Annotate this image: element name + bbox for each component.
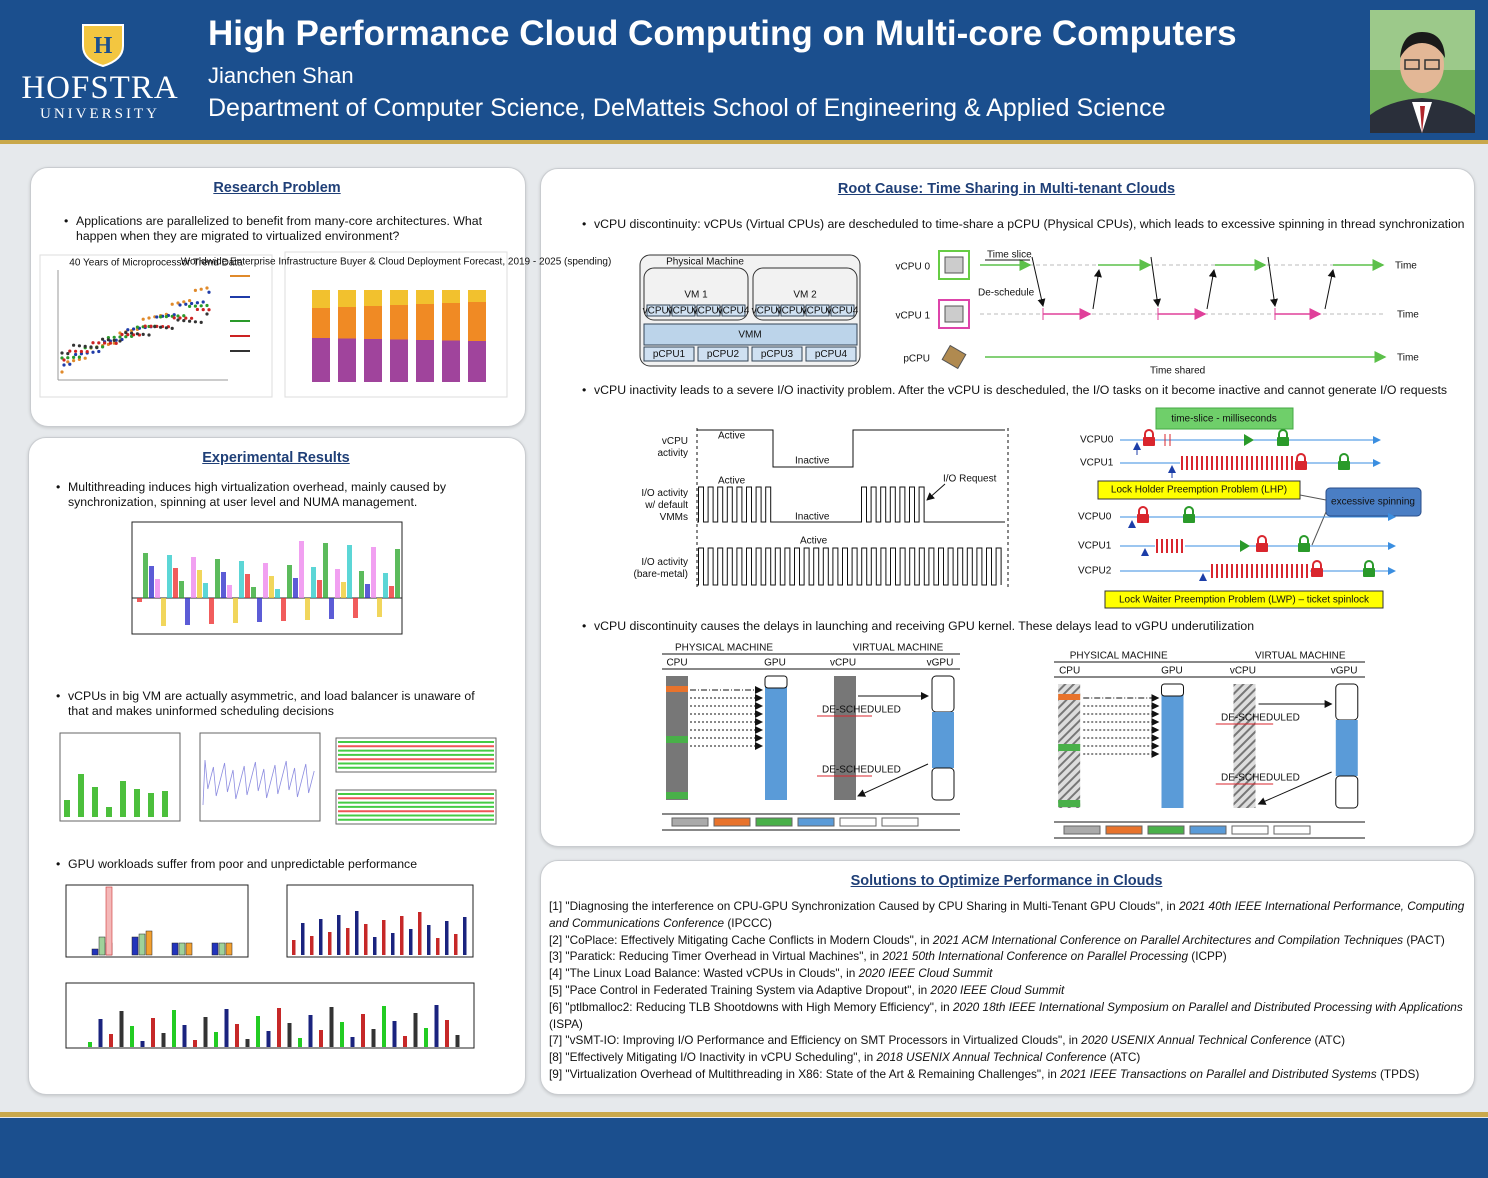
root-cause-panel (540, 168, 1475, 847)
bullet: Multithreading induces high virtualizati… (52, 480, 488, 510)
logo-name: HOFSTRA (21, 70, 179, 106)
reference-text: "Paratick: Reducing Timer Overhead in Vi… (565, 949, 880, 964)
reference-id: [4] (549, 966, 563, 981)
reference-list: [1] "Diagnosing the interference on CPU-… (549, 898, 1471, 1083)
reference-text: "Effectively Mitigating I/O Inactivity i… (565, 1050, 874, 1065)
reference: [3] "Paratick: Reducing Timer Overhead i… (549, 948, 1471, 965)
reference-abbr: (ICPP) (1191, 949, 1227, 964)
reference: [4] "The Linux Load Balance: Wasted vCPU… (549, 965, 1471, 982)
portrait (1370, 10, 1475, 133)
bullet: vCPUs in big VM are actually asymmetric,… (52, 689, 498, 719)
footer-band (0, 1118, 1488, 1178)
research-problem-panel (30, 167, 526, 427)
reference-text: "CoPlace: Effectively Mitigating Cache C… (565, 932, 930, 947)
reference-venue: 2021 40th IEEE International Performance… (549, 899, 1465, 930)
reference-venue: 2020 IEEE Cloud Summit (858, 966, 993, 981)
section-title: Solutions to Optimize Performance in Clo… (850, 873, 1163, 889)
reference-id: [7] (549, 1033, 563, 1048)
logo-sub: UNIVERSITY (40, 106, 160, 122)
reference: [6] "ptlbmalloc2: Reducing TLB Shootdown… (549, 999, 1471, 1033)
reference-id: [6] (549, 999, 563, 1014)
solutions-panel (540, 860, 1475, 1095)
reference: [5] "Pace Control in Federated Training … (549, 982, 1471, 999)
reference-text: "Virtualization Overhead of Multithreadi… (565, 1066, 1057, 1081)
department: Department of Computer Science, DeMattei… (208, 94, 1166, 122)
experimental-results-panel (28, 437, 526, 1095)
reference: [8] "Effectively Mitigating I/O Inactivi… (549, 1049, 1471, 1066)
reference-text: "Pace Control in Federated Training Syst… (565, 982, 928, 997)
bullet: vCPU discontinuity: vCPUs (Virtual CPUs)… (578, 217, 1484, 232)
reference-abbr: (ISPA) (549, 1016, 583, 1031)
header-rule (0, 140, 1488, 144)
reference: [9] "Virtualization Overhead of Multithr… (549, 1066, 1471, 1083)
header-band (0, 0, 1488, 140)
footer-rule (0, 1112, 1488, 1117)
reference-id: [1] (549, 899, 563, 913)
section-title: Experimental Results (202, 450, 350, 466)
reference-venue: 2018 USENIX Annual Technical Conference (876, 1050, 1107, 1065)
reference-venue: 2021 ACM International Conference on Par… (932, 932, 1404, 947)
svg-text:H: H (94, 33, 113, 59)
reference-venue: 2020 18th IEEE International Symposium o… (953, 999, 1463, 1014)
reference-text: "Diagnosing the interference on CPU-GPU … (565, 899, 1176, 913)
reference: [7] "vSMT-IO: Improving I/O Performance … (549, 1032, 1471, 1049)
reference-text: "ptlbmalloc2: Reducing TLB Shootdowns wi… (565, 999, 950, 1014)
logo-shield: H (82, 24, 124, 68)
reference-text: "vSMT-IO: Improving I/O Performance and … (565, 1033, 1078, 1048)
reference-id: [3] (549, 949, 563, 964)
reference: [1] "Diagnosing the interference on CPU-… (549, 898, 1471, 932)
poster-title: High Performance Cloud Computing on Mult… (208, 14, 1237, 53)
reference-venue: 2020 USENIX Annual Technical Conference (1081, 1033, 1312, 1048)
reference-venue: 2021 IEEE Transactions on Parallel and D… (1060, 1066, 1377, 1081)
section-title: Root Cause: Time Sharing in Multi-tenant… (837, 181, 1176, 197)
bullet: vCPU discontinuity causes the delays in … (578, 619, 1484, 634)
reference-id: [8] (549, 1050, 563, 1065)
reference-venue: 2020 IEEE Cloud Summit (930, 982, 1065, 997)
reference-abbr: (PACT) (1406, 932, 1445, 947)
reference-abbr: (ATC) (1314, 1033, 1346, 1048)
section-title: Research Problem (213, 180, 341, 196)
reference: [2] "CoPlace: Effectively Mitigating Cac… (549, 932, 1471, 949)
reference-id: [2] (549, 932, 563, 947)
reference-abbr: (ATC) (1109, 1050, 1141, 1065)
reference-text: "The Linux Load Balance: Wasted vCPUs in… (565, 966, 856, 981)
reference-abbr: (IPCCC) (727, 915, 772, 930)
author: Jianchen Shan (208, 63, 354, 88)
reference-id: [5] (549, 982, 563, 997)
reference-abbr: (TPDS) (1379, 1066, 1420, 1081)
bullet: Applications are parallelized to benefit… (60, 214, 496, 244)
bullet: GPU workloads suffer from poor and unpre… (52, 857, 498, 872)
reference-venue: 2021 50th International Conference on Pa… (882, 949, 1189, 964)
reference-id: [9] (549, 1066, 563, 1081)
bullet: vCPU inactivity leads to a severe I/O in… (578, 383, 1484, 398)
